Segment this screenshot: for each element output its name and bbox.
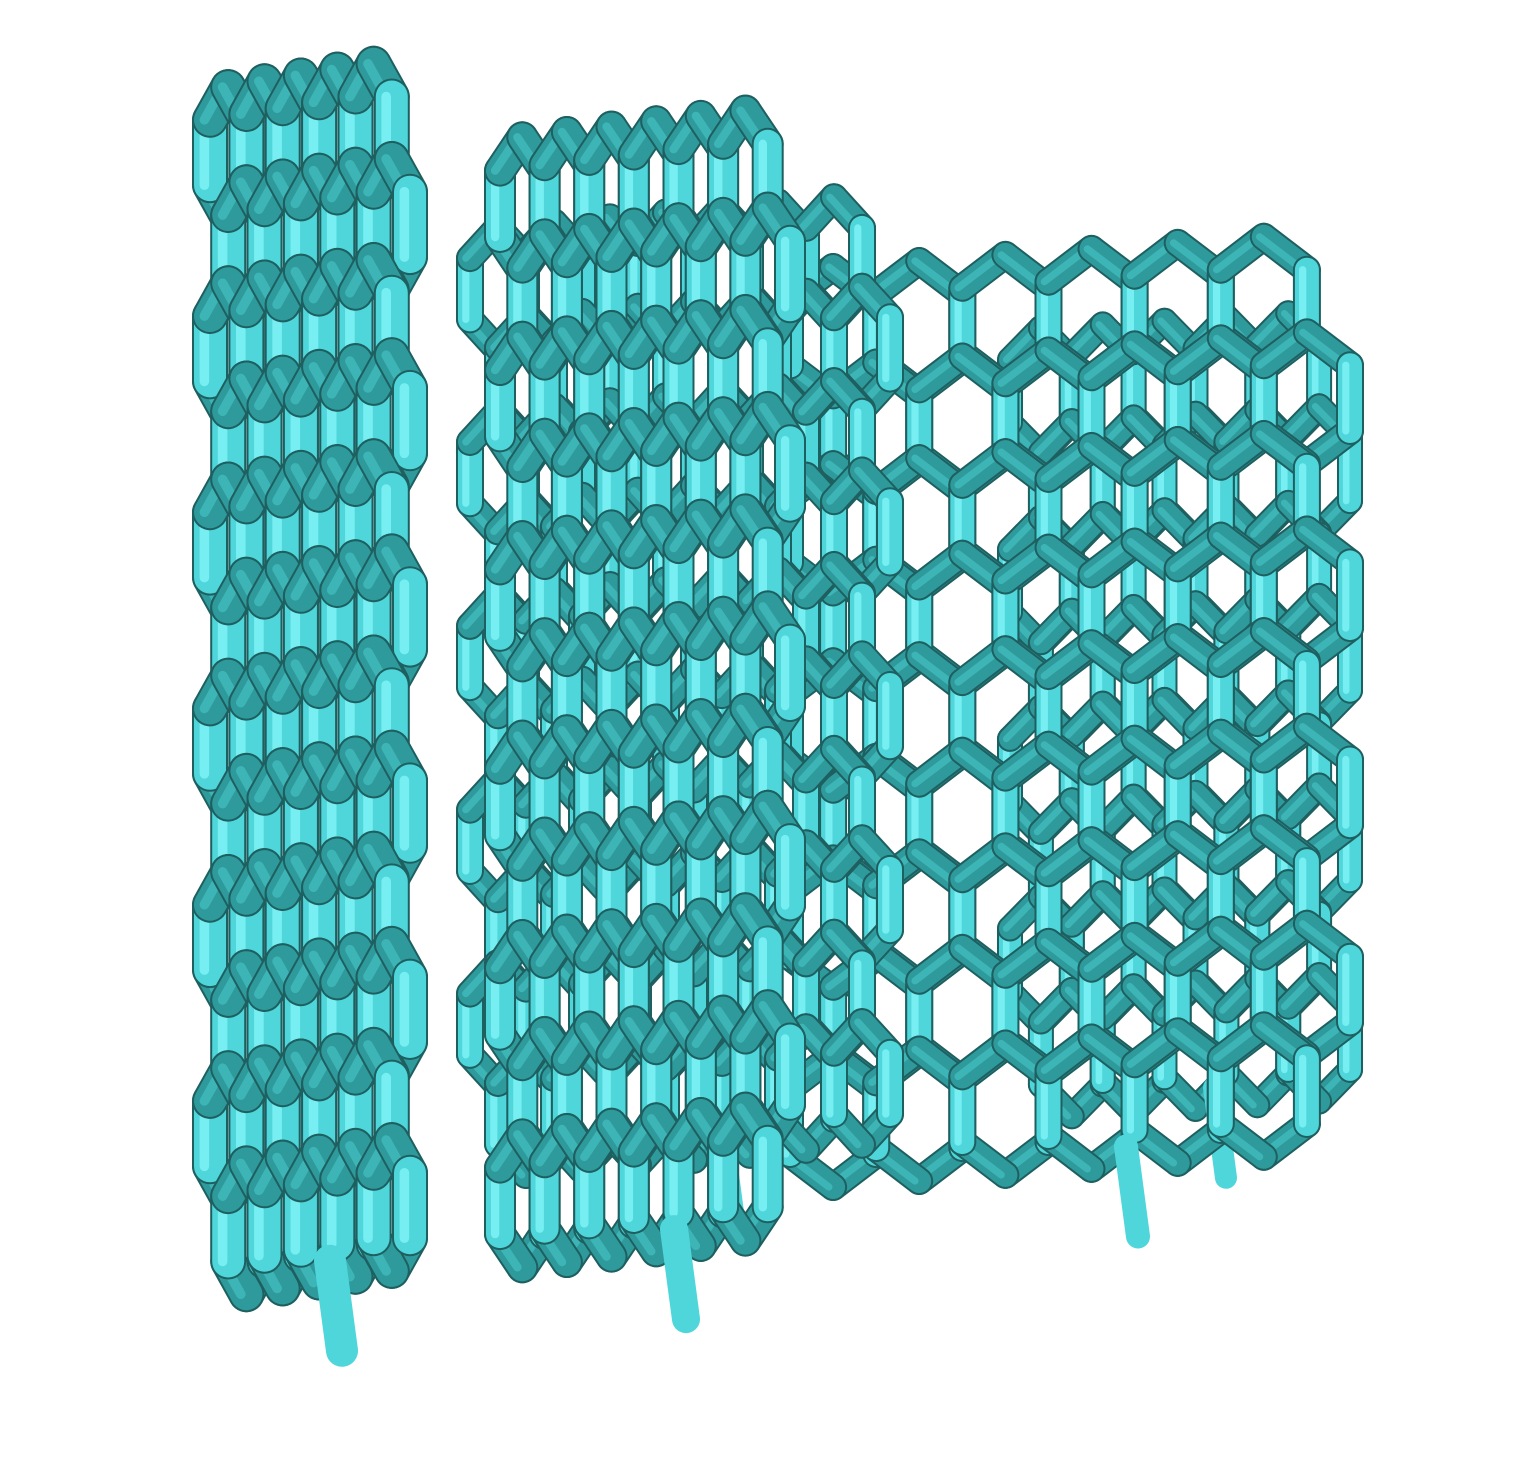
graphene-sheet (484, 94, 806, 1334)
terminal-bond (1114, 1134, 1150, 1249)
graphene-sheets (192, 45, 1364, 1367)
terminal-bond (660, 1215, 700, 1334)
graphene-sheet (192, 45, 428, 1367)
graphene-sheet (776, 222, 1364, 1249)
